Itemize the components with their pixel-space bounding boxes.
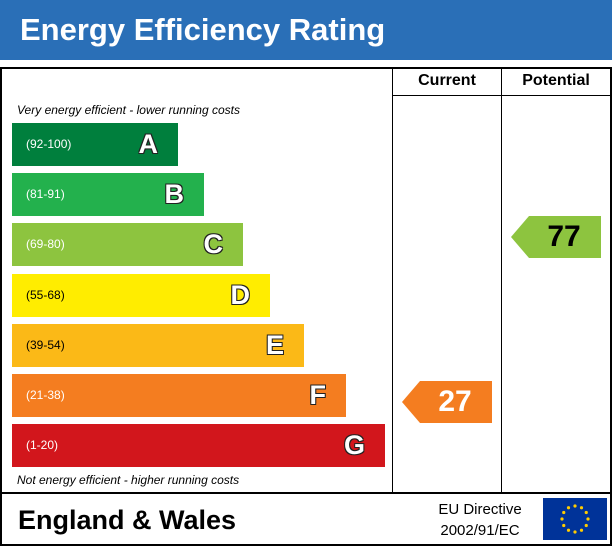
header-bar: Energy Efficiency Rating <box>0 0 612 60</box>
band-letter: F <box>309 380 327 410</box>
eu-star-icon <box>584 523 588 528</box>
band-f: (21-38) F <box>12 374 346 417</box>
potential-rating-value: 77 <box>547 220 581 253</box>
eu-star-icon <box>560 517 564 521</box>
eu-star-icon <box>562 510 566 515</box>
eu-star-icon <box>573 530 577 534</box>
band-range-label: (1-20) <box>26 438 59 452</box>
band-d: (55-68) D <box>12 274 270 317</box>
eu-star-icon <box>573 504 577 508</box>
eu-star-icon <box>579 528 584 532</box>
eu-star-icon <box>566 506 571 510</box>
eu-star-icon <box>579 506 584 510</box>
band-a: (92-100) A <box>12 123 178 166</box>
band-range-label: (21-38) <box>26 388 65 402</box>
note-bottom: Not energy efficient - higher running co… <box>17 473 240 487</box>
eu-star-icon <box>562 523 566 528</box>
eu-flag-icon <box>543 498 607 540</box>
band-b: (81-91) B <box>12 173 204 216</box>
band-e: (39-54) E <box>12 324 304 367</box>
band-range-label: (92-100) <box>26 137 72 151</box>
current-arrow-shape <box>402 381 492 423</box>
page-title: Energy Efficiency Rating <box>20 12 386 47</box>
band-letter: A <box>138 129 159 159</box>
band-range-label: (39-54) <box>26 338 65 352</box>
potential-rating-arrow: 77 <box>511 216 601 258</box>
eu-star-icon <box>566 528 571 532</box>
note-top: Very energy efficient - lower running co… <box>17 103 240 117</box>
band-letter: E <box>265 330 284 360</box>
eu-star-icon <box>586 517 590 521</box>
eu-directive: EU Directive 2002/91/EC <box>420 499 540 541</box>
current-rating-arrow: 27 <box>402 381 492 423</box>
band-range-label: (69-80) <box>26 237 65 251</box>
band-letter: G <box>343 430 365 460</box>
band-letter: B <box>164 179 185 209</box>
band-range-label: (55-68) <box>26 288 65 302</box>
region-label: England & Wales <box>18 505 237 535</box>
directive-line-1: EU Directive <box>438 501 522 518</box>
eu-star-icon <box>584 510 588 515</box>
band-letter: C <box>203 229 224 259</box>
band-c: (69-80) C <box>12 223 243 266</box>
band-range-label: (81-91) <box>26 187 65 201</box>
column-header-current: Current <box>418 72 476 89</box>
band-g: (1-20) G <box>12 424 385 467</box>
column-header-potential: Potential <box>522 72 590 89</box>
potential-arrow-shape <box>511 216 601 258</box>
directive-line-2: 2002/91/EC <box>440 522 520 539</box>
band-letter: D <box>230 280 251 310</box>
current-rating-value: 27 <box>438 385 472 418</box>
